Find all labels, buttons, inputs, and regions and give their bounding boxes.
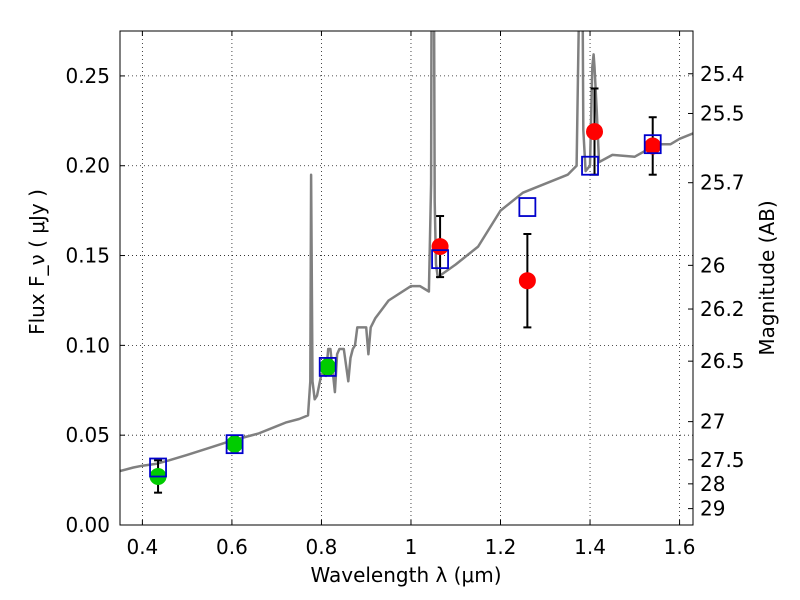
circle-marker [518,272,536,290]
grid [120,31,693,525]
right-tick-label: 25.5 [700,101,745,125]
ticks: 0.4 0.6 0.8 1 1.2 1.4 1.6 0.00 0.05 0.10 0.15 0.20 0… [65,31,745,559]
square-marker [581,155,599,176]
right-tick-label: 26.2 [700,297,745,321]
y-axis-label: Flux F_ν ( μJy ) [25,189,49,335]
x-tick-label: 0.4 [126,535,158,559]
square-marker [643,134,662,155]
y-tick-label: 0.10 [65,333,110,357]
right-tick-label: 25.4 [700,62,745,86]
markers [149,87,662,494]
x-tick-label: 1.4 [574,535,606,559]
right-tick-label: 26.5 [700,349,745,373]
y-tick-label: 0.25 [65,64,110,88]
circle-marker [644,137,662,155]
square-marker [431,249,449,270]
circle-marker [431,238,449,256]
right-tick-label: 27.5 [700,448,745,472]
square-marker [518,197,537,217]
square-marker [318,357,337,377]
circle-marker [586,123,604,141]
right-tick-label: 28 [700,472,725,496]
y-tick-label: 0.00 [65,513,110,537]
spectrum-line [120,31,693,473]
right-tick-label: 29 [700,497,725,521]
y-tick-label: 0.05 [65,423,110,447]
x-tick-label: 1.2 [485,535,517,559]
x-axis-label: Wavelength λ (μm) [310,563,501,587]
square-marker [149,457,167,478]
circle-marker [319,358,337,376]
plot-frame [119,30,694,526]
x-tick-label: 0.6 [216,535,248,559]
x-tick-label: 1 [405,535,418,559]
right-tick-label: 27 [700,410,725,434]
x-tick-label: 0.8 [306,535,338,559]
square-marker [225,434,244,455]
circle-marker [226,435,244,453]
right-axis-label: Magnitude (AB) [755,200,779,355]
right-tick-label: 26 [700,253,725,277]
y-tick-label: 0.15 [65,244,110,268]
x-tick-label: 1.6 [664,535,696,559]
right-tick-label: 25.7 [700,171,745,195]
y-tick-label: 0.20 [65,154,110,178]
plot-area [120,31,693,473]
